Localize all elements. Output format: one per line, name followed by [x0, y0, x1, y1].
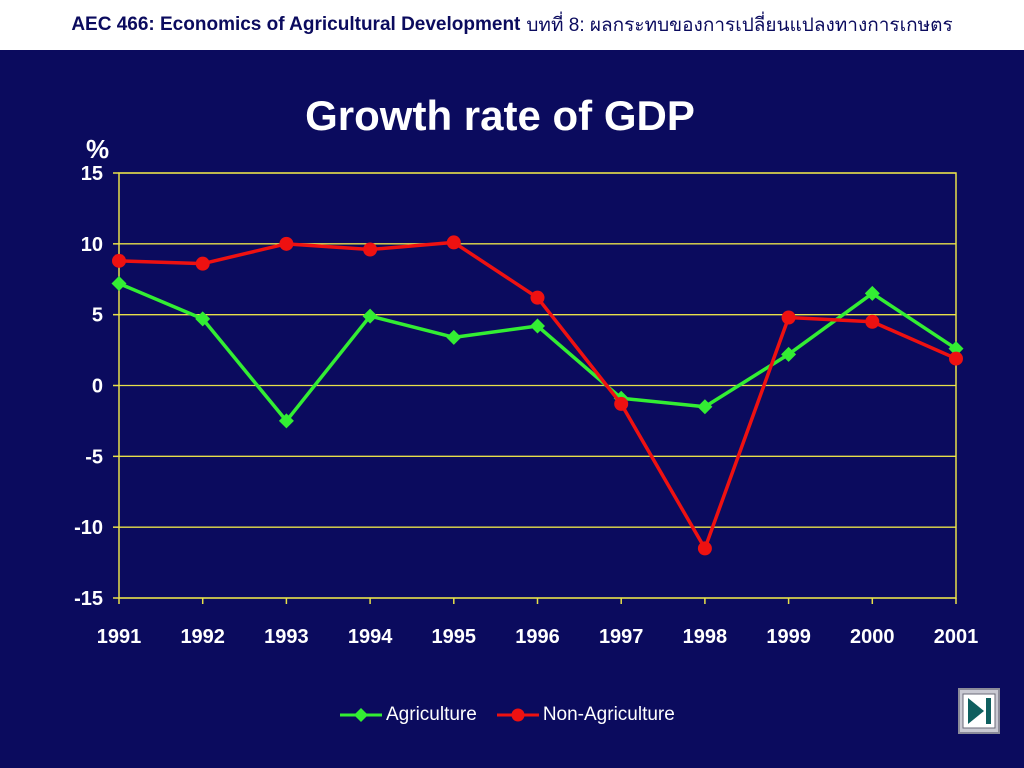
point-agriculture-1999	[781, 346, 797, 362]
series-line-non-agriculture	[118, 240, 957, 551]
point-non-agriculture-1992	[195, 256, 210, 271]
x-tick-label-1: 1992	[180, 626, 225, 648]
point-non-agriculture-1998	[697, 541, 712, 556]
chart-title: Growth rate of GDP	[305, 92, 695, 139]
point-non-agriculture-1991	[112, 253, 126, 268]
point-non-agriculture-1995	[446, 235, 461, 250]
next-slide-button[interactable]	[958, 688, 1000, 734]
point-non-agriculture-1996	[530, 290, 545, 305]
point-non-agriculture-1994	[363, 242, 378, 257]
point-agriculture-1994	[362, 308, 378, 324]
point-agriculture-1993	[278, 413, 294, 429]
y-tick-label-5: -10	[74, 517, 103, 539]
point-non-agriculture-2001	[949, 351, 963, 366]
point-non-agriculture-2000	[865, 314, 880, 329]
point-agriculture-2000	[864, 285, 880, 301]
x-tick-label-4: 1995	[432, 626, 477, 648]
y-axis-unit-label: %	[86, 134, 110, 164]
y-tick-label-2: 5	[92, 305, 103, 327]
play-next-icon	[962, 693, 996, 729]
chart-legend: Agriculture Non-Agriculture	[340, 702, 695, 728]
legend-label-agriculture: Agriculture	[386, 704, 477, 725]
point-agriculture-1996	[530, 318, 545, 334]
point-agriculture-1991	[111, 276, 127, 291]
x-tick-label-9: 2000	[850, 626, 895, 648]
point-agriculture-1995	[446, 329, 462, 345]
y-tick-label-4: -5	[85, 446, 103, 468]
point-agriculture-1998	[697, 399, 713, 415]
point-agriculture-2001	[948, 341, 964, 357]
slide-header: AEC 466: Economics of Agricultural Devel…	[0, 0, 1024, 50]
legend-diamond-marker-icon	[340, 708, 382, 722]
legend-item-non-agriculture: Non-Agriculture	[496, 704, 675, 726]
x-tick-label-5: 1996	[515, 626, 560, 648]
y-tick-label-3: 0	[92, 376, 103, 398]
point-non-agriculture-1997	[614, 396, 629, 411]
x-tick-label-0: 1991	[97, 626, 142, 648]
legend-label-non-agriculture: Non-Agriculture	[542, 704, 675, 725]
x-tick-label-6: 1997	[599, 626, 644, 648]
point-non-agriculture-1993	[279, 236, 294, 251]
y-tick-label-1: 10	[81, 234, 103, 256]
x-tick-label-10: 2001	[934, 626, 979, 648]
x-tick-label-2: 1993	[264, 626, 309, 648]
x-tick-label-7: 1998	[683, 626, 728, 648]
x-tick-label-8: 1999	[766, 626, 811, 648]
course-title: AEC 466: Economics of Agricultural Devel…	[71, 14, 521, 35]
point-non-agriculture-1999	[781, 310, 796, 325]
y-tick-label-6: -15	[74, 588, 103, 610]
y-tick-label-0: 15	[81, 163, 103, 185]
x-tick-label-3: 1994	[348, 626, 393, 648]
legend-circle-marker-icon	[496, 708, 539, 722]
point-agriculture-1992	[195, 311, 211, 327]
legend-item-agriculture: Agriculture	[340, 704, 477, 726]
chapter-title: บทที่ 8: ผลกระทบของการเปลี่ยนแปลงทางการเ…	[526, 15, 953, 36]
